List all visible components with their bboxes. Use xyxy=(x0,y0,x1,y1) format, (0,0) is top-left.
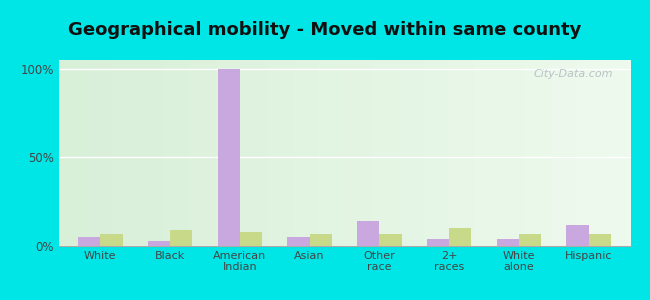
Bar xyxy=(589,234,611,246)
Bar xyxy=(380,234,402,246)
Bar xyxy=(100,234,123,246)
Bar xyxy=(287,237,309,246)
Bar xyxy=(240,232,262,246)
Bar xyxy=(519,234,541,246)
Bar xyxy=(78,237,100,246)
Bar xyxy=(218,69,240,246)
Text: City-Data.com: City-Data.com xyxy=(534,69,614,79)
Bar xyxy=(497,239,519,246)
Bar xyxy=(449,228,471,246)
Bar xyxy=(357,221,380,246)
Bar xyxy=(148,241,170,246)
Text: Geographical mobility - Moved within same county: Geographical mobility - Moved within sam… xyxy=(68,21,582,39)
Bar xyxy=(427,239,449,246)
Bar xyxy=(309,234,332,246)
Bar xyxy=(566,225,589,246)
Bar xyxy=(170,230,192,246)
